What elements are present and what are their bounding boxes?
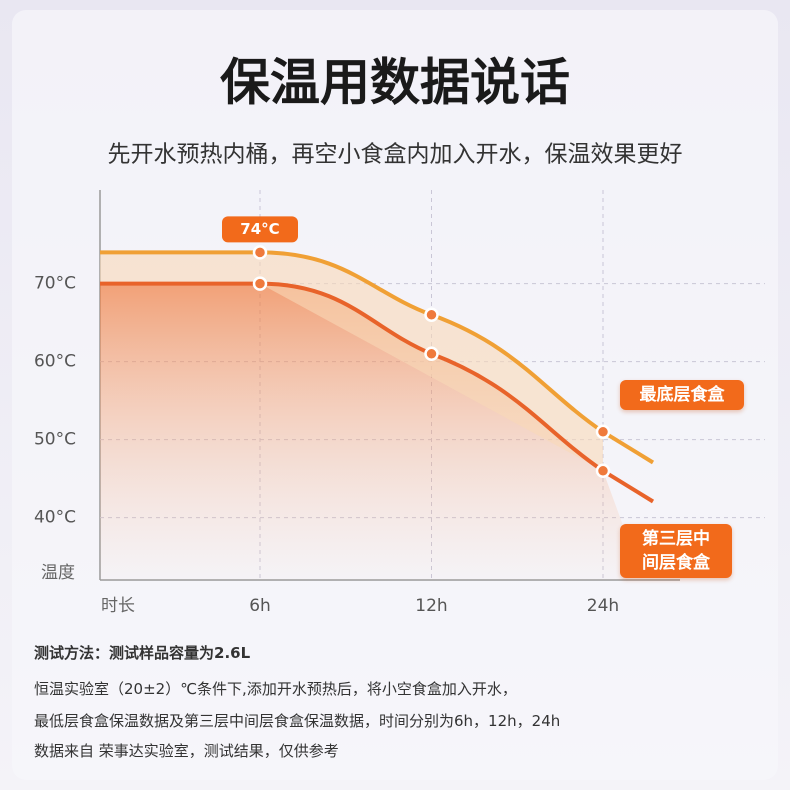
note: 测试方法：测试样品容量为2.6L <box>34 644 251 662</box>
note: 最低层食盒保温数据及第三层中间层食盒保温数据，时间分别为6h，12h，24h <box>34 712 561 730</box>
value-label-box <box>222 216 298 243</box>
legend-label: 第三层中间层食盒 <box>620 524 732 578</box>
point <box>595 424 611 440</box>
point <box>424 346 439 362</box>
point <box>595 463 611 479</box>
x-tick-label: 12h <box>415 596 447 616</box>
line-tail <box>601 430 655 465</box>
x-axis-label: 时长 <box>101 596 135 616</box>
y-tick-label: 50°C <box>34 430 76 450</box>
note: 数据来自 荣事达实验室，测试结果，仅供参考 <box>34 742 339 760</box>
point <box>252 245 268 260</box>
x-tick-label: 24h <box>587 596 619 616</box>
y-tick-label: 70°C <box>34 274 76 294</box>
note: 恒温实验室（20±2）℃条件下,添加开水预热后，将小空食盒加入开水， <box>34 680 517 698</box>
line-tail <box>601 469 655 504</box>
value-label: 74°C <box>240 220 279 238</box>
area-fill <box>100 283 643 580</box>
point <box>252 276 268 291</box>
legend-label: 最底层食盒 <box>620 380 744 410</box>
y-tick-label: 40°C <box>34 508 76 528</box>
y-tick-label: 60°C <box>34 352 76 372</box>
x-tick-label: 6h <box>249 596 271 616</box>
subtitle: 先开水预热内桶，再空小食盒内加入开水，保温效果更好 <box>108 142 683 168</box>
band-fill <box>100 252 603 471</box>
y-axis-label: 温度 <box>41 563 75 583</box>
title: 保温用数据说话 <box>220 54 570 112</box>
point <box>424 307 439 323</box>
